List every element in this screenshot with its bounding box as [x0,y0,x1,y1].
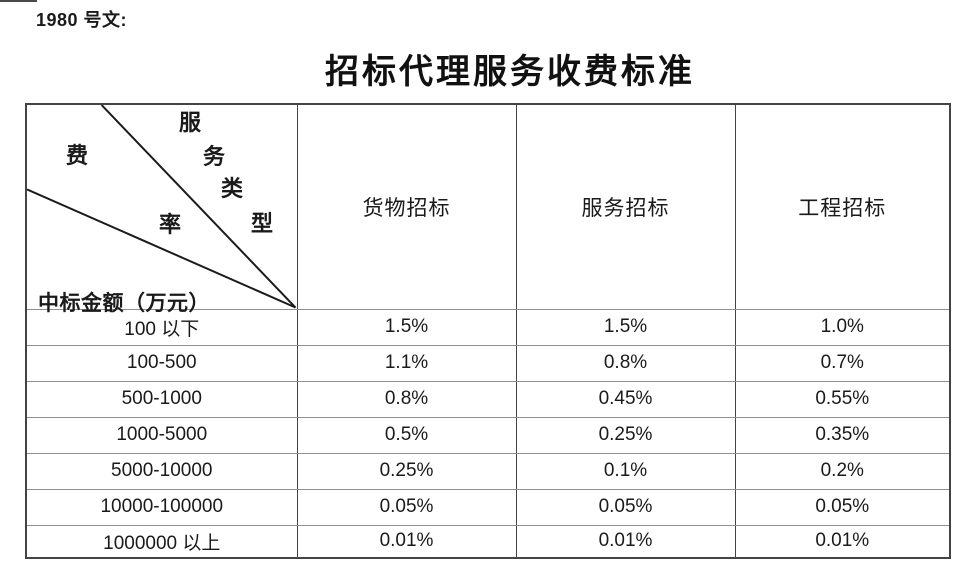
rate-cell: 0.05% [734,488,951,526]
table-row: 1000-5000 0.5% 0.25% 0.35% [25,416,951,454]
amount-range-cell: 5000-10000 [25,452,298,490]
amount-range-cell: 500-1000 [25,380,298,418]
page-corner-artifact [0,0,37,2]
column-header-goods: 货物招标 [296,103,517,310]
table-row: 10000-100000 0.05% 0.05% 0.05% [25,488,951,526]
table-row: 5000-10000 0.25% 0.1% 0.2% [25,452,951,490]
rate-cell: 0.2% [734,452,951,490]
rate-cell: 0.1% [515,452,736,490]
rate-cell: 0.01% [296,524,517,559]
page-title: 招标代理服务收费标准 [325,54,695,91]
amount-range-cell: 1000-5000 [25,416,298,454]
column-header-works: 工程招标 [734,103,951,310]
fee-standard-table: 服 务 类 型 费 率 中标金额（万元） 货物招标 服务招标 工程招标 100 … [25,103,951,559]
rate-cell: 0.05% [296,488,517,526]
rate-cell: 0.35% [734,416,951,454]
rate-cell: 0.25% [515,416,736,454]
amount-range-cell: 1000000 以上 [25,524,298,559]
diagonal-label-char: 务 [202,144,225,169]
diagonal-divider-lines [27,105,297,309]
column-header-services: 服务招标 [515,103,736,310]
rate-cell: 1.5% [296,308,517,346]
rate-cell: 1.5% [515,308,736,346]
document-reference-number: 1980 号文: [36,10,128,30]
diagonal-label-char: 型 [250,211,273,236]
rate-cell: 0.55% [734,380,951,418]
rate-cell: 0.8% [296,380,517,418]
table-row: 500-1000 0.8% 0.45% 0.55% [25,380,951,418]
row-axis-label: 中标金额（万元） [38,291,210,315]
rate-cell: 0.7% [734,344,951,382]
amount-range-cell: 100 以下 [25,308,298,346]
diagonal-label-char: 费 [65,143,88,168]
table-row: 1000000 以上 0.01% 0.01% 0.01% [25,524,951,559]
diagonal-label-char: 类 [220,176,243,201]
rate-cell: 0.01% [734,524,951,559]
table-header-row: 服 务 类 型 费 率 中标金额（万元） 货物招标 服务招标 工程招标 [25,103,951,315]
diagonal-header-cell: 服 务 类 型 费 率 中标金额（万元） [25,103,298,315]
rate-cell: 0.25% [296,452,517,490]
rate-cell: 0.05% [515,488,736,526]
rate-cell: 0.45% [515,380,736,418]
table-row: 100-500 1.1% 0.8% 0.7% [25,344,951,382]
rate-cell: 1.0% [734,308,951,346]
amount-range-cell: 10000-100000 [25,488,298,526]
rate-cell: 0.8% [515,344,736,382]
rate-cell: 1.1% [296,344,517,382]
rate-cell: 0.5% [296,416,517,454]
amount-range-cell: 100-500 [25,344,298,382]
diagonal-label-char: 率 [158,212,181,237]
rate-cell: 0.01% [515,524,736,559]
diagonal-label-char: 服 [178,110,201,135]
